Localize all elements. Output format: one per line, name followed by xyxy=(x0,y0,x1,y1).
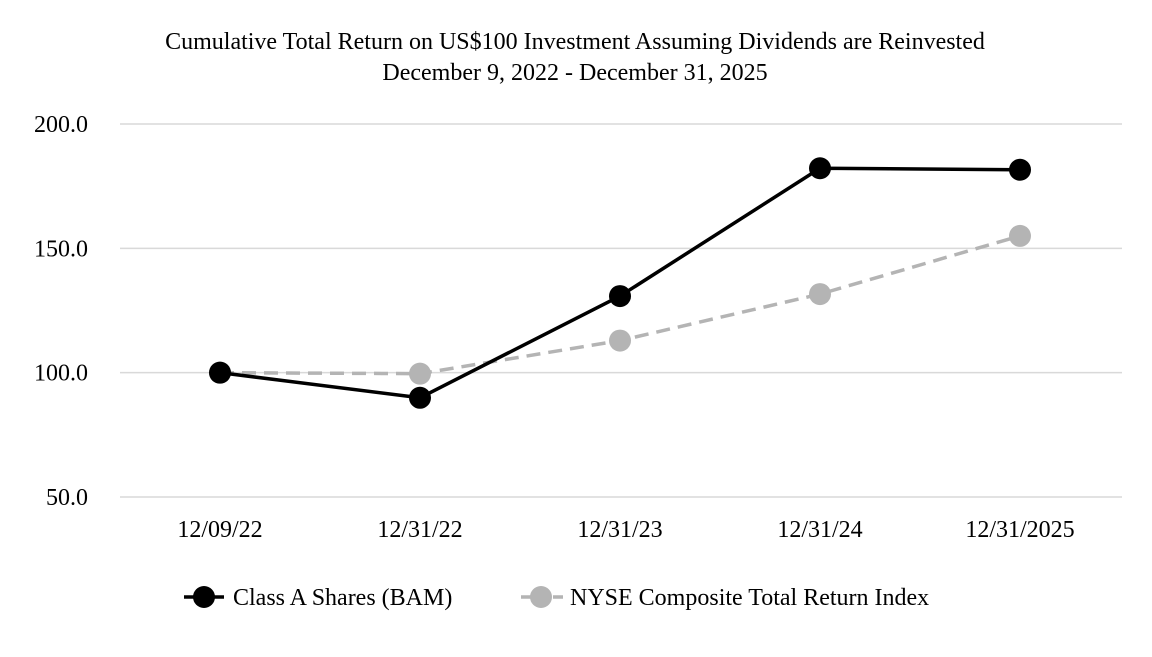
x-tick-label: 12/31/22 xyxy=(377,517,462,543)
y-axis-ticks: 50.0 100.0 150.0 200.0 xyxy=(34,112,88,511)
legend-label: NYSE Composite Total Return Index xyxy=(570,585,929,611)
data-point xyxy=(1009,224,1031,247)
legend-item-class-a-shares: Class A Shares (BAM) xyxy=(184,585,452,611)
gridlines xyxy=(120,123,1122,498)
legend-label: Class A Shares (BAM) xyxy=(233,585,452,611)
data-point xyxy=(209,361,231,384)
series-lines xyxy=(209,157,1031,409)
x-tick-label: 12/09/22 xyxy=(177,517,262,543)
y-tick-label: 200.0 xyxy=(34,112,88,138)
data-point xyxy=(609,329,631,352)
chart-title: Cumulative Total Return on US$100 Invest… xyxy=(165,29,985,55)
chart-subtitle: December 9, 2022 - December 31, 2025 xyxy=(382,60,767,86)
legend-item-nyse-composite: NYSE Composite Total Return Index xyxy=(521,585,929,611)
series-class-a-shares xyxy=(209,157,1031,409)
data-point xyxy=(809,157,831,180)
x-tick-label: 12/31/2025 xyxy=(965,517,1074,543)
y-tick-label: 100.0 xyxy=(34,361,88,387)
x-tick-label: 12/31/23 xyxy=(577,517,662,543)
x-tick-label: 12/31/24 xyxy=(777,517,862,543)
data-point xyxy=(409,386,431,409)
data-point xyxy=(1009,158,1031,181)
data-point xyxy=(809,283,831,306)
series-line xyxy=(219,166,1021,400)
legend-swatch-marker xyxy=(530,586,552,608)
legend: Class A Shares (BAM) NYSE Composite Total… xyxy=(184,585,929,611)
y-tick-label: 50.0 xyxy=(46,485,88,511)
data-point xyxy=(609,285,631,308)
y-tick-label: 150.0 xyxy=(34,236,88,262)
legend-swatch-marker xyxy=(193,586,215,608)
data-point xyxy=(409,362,431,385)
x-axis-ticks: 12/09/22 12/31/22 12/31/23 12/31/24 12/31/20… xyxy=(177,517,1074,543)
